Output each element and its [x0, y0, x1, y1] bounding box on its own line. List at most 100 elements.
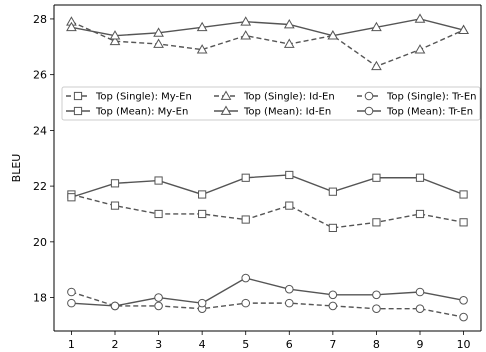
data-point — [154, 176, 163, 185]
data-point — [241, 173, 250, 182]
data-point — [459, 190, 468, 199]
series-0 — [67, 190, 468, 233]
data-point — [240, 30, 252, 40]
data-point — [67, 287, 76, 297]
x-tick-label: 4 — [199, 338, 206, 351]
data-point — [196, 21, 208, 32]
legend-entry: Top (Single): Id-En — [214, 90, 335, 103]
legend-marker — [73, 106, 83, 116]
data-point — [285, 201, 294, 210]
series-3 — [66, 13, 469, 40]
y-tick-label: 20 — [33, 236, 47, 249]
data-point — [415, 304, 425, 314]
data-point — [459, 296, 468, 305]
y-tick-label: 18 — [33, 292, 47, 305]
x-tick-label: 1 — [68, 338, 75, 351]
data-point — [415, 173, 425, 182]
data-point — [198, 209, 207, 219]
data-point — [415, 287, 425, 297]
legend-label: Top (Single): Tr-En — [386, 92, 477, 103]
legend-marker — [73, 91, 83, 101]
data-point — [110, 179, 120, 188]
y-tick-label: 22 — [33, 180, 47, 193]
x-tick-label: 8 — [373, 338, 380, 351]
data-point — [241, 215, 250, 224]
data-point — [67, 193, 76, 202]
series-1 — [67, 170, 468, 202]
series-line — [71, 291, 464, 318]
data-point — [109, 30, 121, 40]
data-point — [109, 35, 121, 46]
series-line — [71, 277, 464, 307]
y-tick-label: 28 — [33, 13, 47, 26]
data-point — [66, 21, 77, 32]
x-tick-label: 7 — [329, 338, 336, 351]
data-point — [372, 290, 381, 300]
y-axis-label: BLEU — [10, 154, 23, 183]
legend: Top (Single): My-En Top (Mean): My-En Top … — [61, 86, 481, 121]
legend-label: Top (Mean): My-En — [95, 107, 188, 118]
data-point — [154, 301, 163, 311]
data-point — [154, 209, 163, 219]
data-point — [458, 24, 469, 34]
series-line — [71, 174, 464, 198]
data-point — [371, 21, 382, 32]
data-point — [328, 301, 338, 311]
legend-entry: Top (Mean): Id-En — [214, 105, 331, 118]
data-point — [414, 13, 426, 23]
data-point — [459, 312, 468, 322]
data-point — [372, 218, 381, 227]
legend-marker — [220, 90, 232, 100]
data-point — [415, 209, 425, 219]
legend-entry: Top (Mean): Tr-En — [357, 107, 473, 118]
data-point — [67, 298, 76, 308]
legend-marker — [364, 106, 374, 116]
data-point — [459, 218, 468, 227]
series-line — [71, 193, 464, 229]
data-point — [328, 223, 337, 233]
data-point — [328, 187, 337, 196]
legend-entry: Top (Single): My-En — [66, 92, 192, 103]
y-tick-label: 24 — [33, 124, 47, 137]
series-line — [71, 18, 464, 37]
legend-marker — [220, 105, 232, 115]
data-point — [153, 27, 164, 37]
legend-box — [61, 86, 481, 121]
data-point — [285, 170, 294, 180]
series-5 — [67, 273, 468, 311]
legend-label: Top (Single): My-En — [95, 92, 192, 103]
x-tick-label: 3 — [155, 338, 162, 351]
data-point — [197, 298, 207, 308]
legend-label: Top (Mean): Tr-En — [386, 107, 473, 118]
data-point — [110, 201, 120, 210]
data-point — [241, 298, 251, 308]
series-layer — [66, 13, 469, 322]
data-point — [284, 284, 294, 294]
data-point — [154, 293, 163, 302]
data-point — [110, 301, 120, 311]
x-tick-label: 9 — [417, 338, 424, 351]
data-point — [283, 18, 295, 29]
data-point — [284, 298, 294, 308]
x-tick-label: 10 — [457, 338, 471, 351]
x-tick-label: 5 — [242, 338, 249, 351]
data-point — [372, 304, 381, 314]
legend-entry: Top (Mean): My-En — [66, 107, 188, 118]
axes: 1 2 3 4 5 6 7 8 9 10 18 20 22 24 26 28 — [33, 4, 482, 351]
series-2 — [66, 16, 469, 71]
data-point — [283, 38, 295, 48]
data-point — [328, 290, 338, 300]
data-point — [198, 190, 207, 199]
x-tick-label: 6 — [286, 338, 293, 351]
data-point — [240, 16, 252, 26]
data-point — [327, 30, 339, 40]
data-point — [414, 44, 426, 54]
series-line — [71, 21, 464, 68]
data-point — [372, 173, 381, 182]
legend-entry: Top (Single): Tr-En — [357, 92, 477, 103]
data-point — [153, 38, 164, 48]
data-point — [241, 273, 251, 283]
legend-marker — [364, 91, 374, 101]
legend-label: Top (Single): Id-En — [243, 92, 335, 103]
